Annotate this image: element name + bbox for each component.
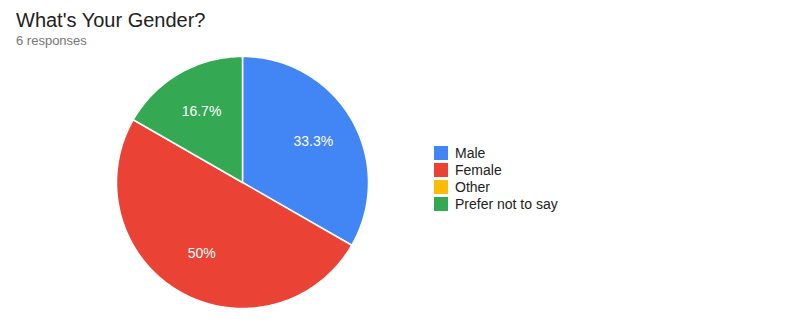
html-text:Male: Male <box>455 144 486 161</box>
html-text:Other: Other <box>455 178 490 195</box>
html-text:What's Your Gender?: What's Your Gender? <box>16 9 206 31</box>
svg-text:50%: 50% <box>188 245 216 261</box>
html-text:6 responses: 6 responses <box>16 33 87 48</box>
html-text:Female: Female <box>455 161 502 178</box>
html-text:Prefer not to say: Prefer not to say <box>455 195 558 212</box>
svg-text:16.7%: 16.7% <box>182 103 222 119</box>
svg-text:33.3%: 33.3% <box>294 133 334 149</box>
